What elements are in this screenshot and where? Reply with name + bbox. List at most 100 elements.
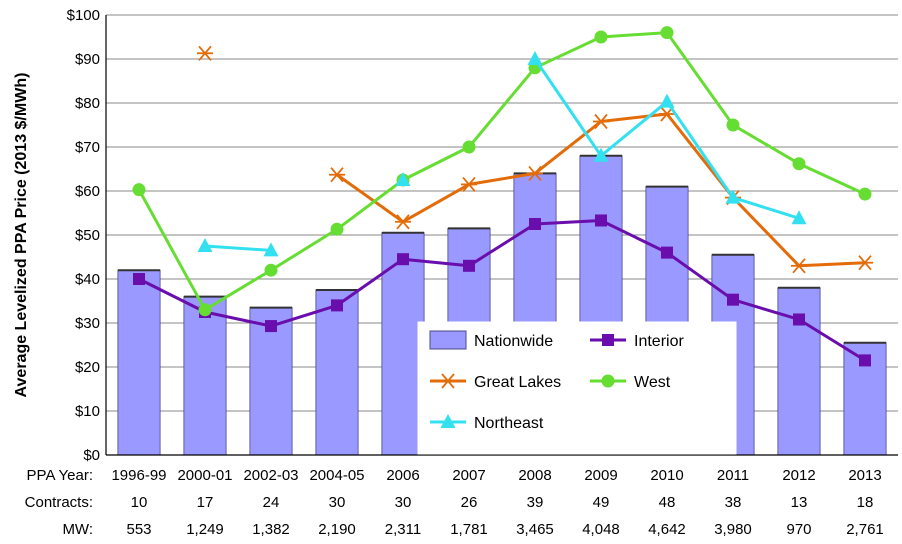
legend-label-great-lakes: Great Lakes — [474, 374, 561, 391]
point-interior-2011 — [727, 293, 739, 306]
line-northeast — [204, 244, 272, 252]
point-interior-1996-99 — [133, 273, 145, 285]
point-interior-2013 — [859, 354, 871, 367]
line-west — [137, 31, 866, 312]
line-series — [132, 26, 873, 367]
point-northeast-2009 — [593, 147, 609, 162]
point-interior-2004-05 — [331, 299, 343, 312]
row-value: 2011 — [717, 467, 749, 484]
row-value: 2013 — [848, 467, 881, 484]
y-tick-label: $60 — [75, 183, 100, 200]
bar-1996-99 — [117, 269, 161, 456]
row-value: 24 — [263, 494, 280, 511]
point-west-2011 — [726, 118, 740, 132]
point-west-2009 — [594, 30, 608, 44]
point-northeast-2000-01 — [197, 238, 213, 252]
legend-box — [417, 321, 737, 455]
row-value: 2007 — [452, 467, 485, 484]
point-northeast-2012 — [791, 210, 807, 225]
row-value: 1,249 — [186, 521, 224, 538]
point-great-lakes-2009 — [593, 113, 609, 130]
row-value: 3,980 — [714, 521, 752, 538]
legend-label-nationwide: Nationwide — [474, 333, 553, 350]
point-interior-2010 — [661, 246, 673, 259]
row-value: 553 — [126, 521, 151, 538]
y-tick-label: $40 — [75, 271, 100, 288]
y-tick-label: $30 — [75, 315, 100, 332]
row-value: 26 — [461, 494, 478, 511]
point-great-lakes-2006 — [395, 214, 411, 230]
bar-2000-01 — [183, 296, 227, 456]
row-value: 38 — [725, 494, 742, 511]
row-value: 39 — [527, 494, 544, 511]
point-interior-2002-03 — [265, 320, 277, 333]
point-great-lakes-2008 — [527, 165, 543, 181]
row-value: 30 — [395, 494, 412, 511]
star-stroke — [198, 45, 212, 61]
point-interior-2007 — [463, 259, 475, 272]
star-stroke — [396, 214, 410, 230]
gridlines — [106, 14, 898, 412]
point-great-lakes-2007 — [461, 176, 477, 192]
point-interior-2009 — [595, 214, 607, 227]
row-value: 13 — [791, 494, 808, 511]
star-stroke — [594, 113, 608, 130]
row-value: 1,781 — [450, 521, 488, 538]
y-tick-label: $0 — [83, 447, 100, 464]
row-value: 18 — [857, 494, 874, 511]
point-northeast-2010 — [659, 93, 675, 108]
point-northeast-2006 — [395, 172, 411, 186]
row-value: 10 — [131, 494, 148, 511]
point-interior-2006 — [397, 253, 409, 266]
legend-swatch-nationwide — [429, 330, 467, 350]
y-axis-label: Average Levelized PPA Price (2013 $/MWh) — [13, 73, 30, 398]
row-value: 2006 — [386, 467, 419, 484]
point-great-lakes-2004-05 — [329, 167, 345, 183]
row-value: 2,761 — [846, 521, 884, 538]
star-stroke — [792, 258, 806, 274]
row-value: 4,048 — [582, 521, 620, 538]
row-value: 2004-05 — [309, 467, 364, 484]
point-great-lakes-2013 — [857, 255, 873, 271]
row-label: MW: — [62, 521, 93, 538]
legend-label-interior: Interior — [634, 333, 684, 350]
y-tick-label: $80 — [75, 95, 100, 112]
legend: Nationwide Interior Great Lakes West Northea… — [417, 321, 737, 455]
point-interior-2008 — [529, 218, 541, 230]
star-stroke — [528, 165, 542, 181]
y-tick-labels: $0 $10 $20 $30 $40 $50 $60 $70 $80 $90 $100 — [67, 7, 100, 464]
y-tick-label: $100 — [67, 7, 100, 24]
star-stroke — [858, 255, 872, 271]
point-west-2010 — [660, 26, 674, 40]
y-tick-label: $10 — [75, 403, 100, 420]
y-tick-label: $70 — [75, 139, 100, 156]
legend-marker-northeast — [440, 414, 456, 428]
legend-label-west: West — [634, 374, 671, 391]
row-value: 2002-03 — [243, 467, 298, 484]
point-great-lakes-2012 — [791, 258, 807, 274]
y-tick-label: $90 — [75, 51, 100, 68]
point-west-2013 — [858, 187, 872, 201]
row-value: 2009 — [584, 467, 617, 484]
row-label: PPA Year: — [27, 467, 93, 484]
y-tick-label: $50 — [75, 227, 100, 244]
row-label: Contracts: — [25, 494, 93, 511]
point-west-2002-03 — [264, 263, 278, 277]
star-stroke — [330, 167, 344, 183]
y-tick-label: $20 — [75, 359, 100, 376]
row-value: 49 — [593, 494, 610, 511]
row-value: 2,190 — [318, 521, 356, 538]
row-value: 970 — [786, 521, 811, 538]
row-value: 4,642 — [648, 521, 686, 538]
row-value: 2012 — [782, 467, 815, 484]
point-west-2000-01 — [198, 303, 212, 317]
point-west-2007 — [462, 140, 476, 154]
category-rows: PPA Year: 1996-99 2000-01 2002-03 2004-05 200… — [25, 467, 884, 538]
bar-2004-05 — [315, 289, 359, 456]
row-value: 2,311 — [385, 521, 421, 538]
row-value: 1996-99 — [111, 467, 166, 484]
point-northeast-2011 — [725, 189, 741, 204]
star-stroke — [441, 373, 455, 389]
bar-2012 — [777, 287, 821, 456]
legend-marker-interior — [602, 334, 614, 346]
